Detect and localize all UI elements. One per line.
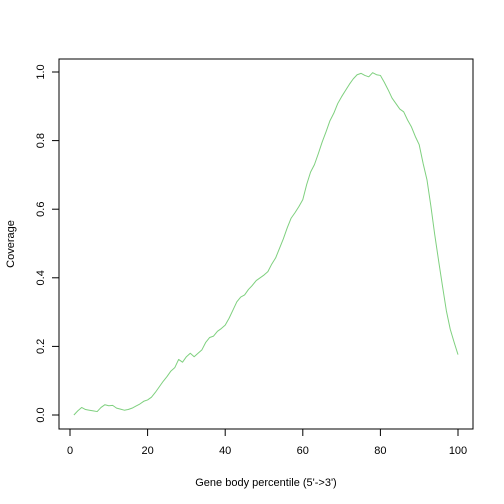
- y-tick-label: 0.8: [35, 133, 47, 148]
- series-layer: [73, 72, 459, 416]
- x-tick-label: 80: [374, 445, 386, 457]
- x-tick-label: 0: [67, 445, 73, 457]
- x-tick-label: 60: [297, 445, 309, 457]
- y-tick-label: 0.4: [35, 270, 47, 285]
- y-axis-title: Coverage: [5, 220, 17, 268]
- y-tick-label: 0.6: [35, 202, 47, 217]
- x-tick-label: 100: [449, 445, 467, 457]
- x-tick-label: 20: [141, 445, 153, 457]
- y-tick-label: 1.0: [35, 64, 47, 79]
- plot-frame: [58, 58, 474, 430]
- x-axis: 0 20 40 60 80 100: [67, 428, 467, 457]
- x-axis-title: Gene body percentile (5'->3'): [195, 477, 336, 489]
- y-tick-label: 0.0: [35, 407, 47, 422]
- y-axis: 0.0 0.2 0.4 0.6 0.8 1.0: [35, 64, 60, 423]
- coverage-line: [73, 72, 459, 416]
- y-tick-label: 0.2: [35, 339, 47, 354]
- x-tick-label: 40: [219, 445, 231, 457]
